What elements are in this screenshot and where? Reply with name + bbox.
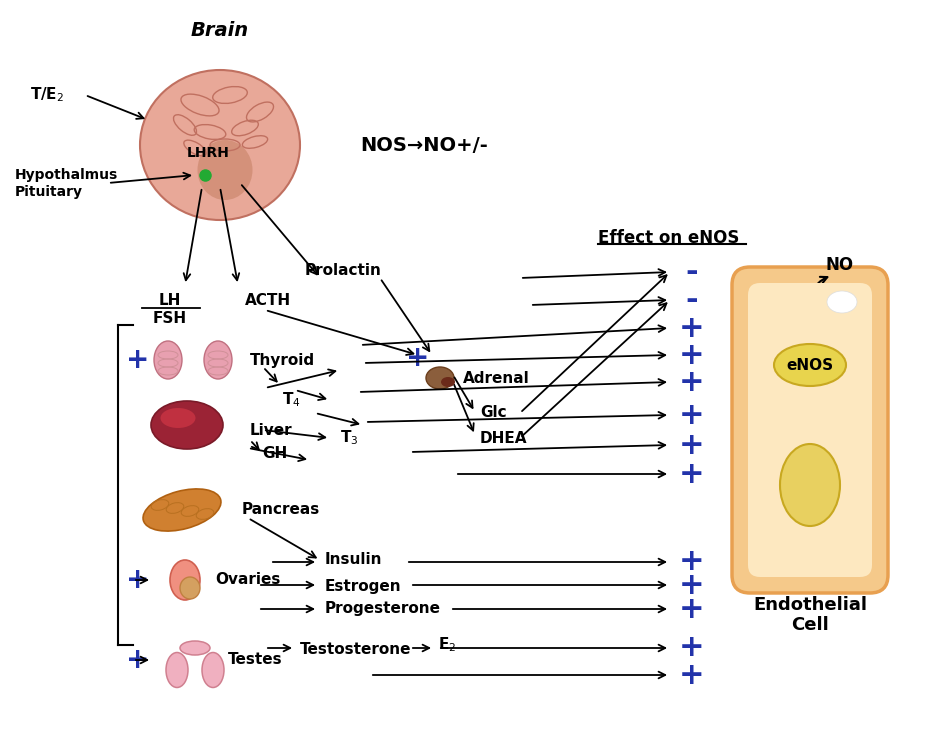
Ellipse shape	[774, 344, 846, 386]
Text: Prolactin: Prolactin	[305, 263, 382, 278]
Ellipse shape	[180, 577, 200, 599]
Text: Endothelial
Cell: Endothelial Cell	[753, 596, 867, 634]
Text: NOS→NO+/-: NOS→NO+/-	[360, 135, 488, 155]
Text: Estrogen: Estrogen	[325, 579, 402, 593]
Text: LHRH: LHRH	[186, 146, 229, 160]
Text: DHEA: DHEA	[480, 431, 528, 445]
Ellipse shape	[780, 444, 840, 526]
Text: -: -	[686, 258, 698, 286]
Ellipse shape	[170, 560, 200, 600]
Ellipse shape	[204, 341, 232, 379]
Ellipse shape	[166, 653, 188, 687]
Text: -: -	[686, 286, 698, 314]
Text: FSH: FSH	[153, 311, 187, 326]
Text: +: +	[680, 594, 705, 624]
Text: +: +	[406, 344, 430, 372]
Text: Brain: Brain	[191, 21, 249, 39]
Ellipse shape	[140, 70, 300, 220]
Text: +: +	[680, 661, 705, 690]
Text: +: +	[680, 314, 705, 343]
Text: +: +	[126, 646, 150, 674]
Text: NO: NO	[826, 256, 854, 274]
FancyBboxPatch shape	[748, 283, 872, 577]
Text: +: +	[126, 346, 150, 374]
Text: +: +	[680, 431, 705, 460]
Text: GH: GH	[262, 445, 287, 460]
Text: eNOS: eNOS	[786, 357, 834, 372]
Ellipse shape	[197, 140, 253, 200]
Ellipse shape	[426, 367, 454, 389]
Text: Glc: Glc	[480, 405, 506, 420]
Text: +: +	[680, 548, 705, 576]
Text: +: +	[680, 633, 705, 662]
Ellipse shape	[827, 291, 857, 313]
Text: +: +	[680, 368, 705, 397]
Text: +: +	[126, 566, 150, 594]
Text: Adrenal: Adrenal	[463, 371, 530, 386]
Ellipse shape	[202, 653, 224, 687]
Text: Liver: Liver	[250, 423, 293, 437]
Text: Hypothalmus: Hypothalmus	[15, 168, 118, 182]
Text: Pancreas: Pancreas	[242, 502, 320, 517]
Ellipse shape	[151, 401, 223, 449]
Ellipse shape	[180, 641, 210, 655]
Text: ACTH: ACTH	[245, 292, 291, 308]
Ellipse shape	[143, 489, 221, 531]
Text: +: +	[680, 460, 705, 488]
Text: Ovaries: Ovaries	[215, 573, 281, 588]
Text: Thyroid: Thyroid	[250, 352, 315, 368]
Text: Pituitary: Pituitary	[15, 185, 83, 199]
Text: Testosterone: Testosterone	[300, 642, 412, 658]
Text: +: +	[680, 340, 705, 369]
Text: Insulin: Insulin	[325, 553, 383, 568]
Text: Effect on eNOS: Effect on eNOS	[598, 229, 739, 247]
Text: T$_3$: T$_3$	[340, 428, 358, 448]
Text: T$_4$: T$_4$	[282, 391, 300, 409]
Text: +: +	[680, 400, 705, 429]
Text: Testes: Testes	[228, 653, 283, 667]
Ellipse shape	[441, 377, 455, 387]
Text: T/E$_2$: T/E$_2$	[30, 86, 65, 104]
FancyBboxPatch shape	[732, 267, 888, 593]
Text: E$_2$: E$_2$	[438, 636, 456, 654]
Ellipse shape	[154, 341, 182, 379]
Ellipse shape	[160, 408, 196, 428]
Text: +: +	[680, 571, 705, 599]
Text: LH: LH	[159, 292, 182, 308]
Text: Progesterone: Progesterone	[325, 602, 441, 616]
